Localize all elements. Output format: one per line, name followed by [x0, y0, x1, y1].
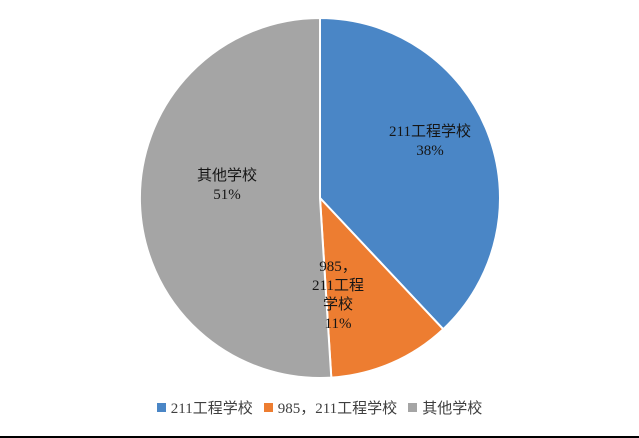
legend-item-0: 211工程学校 [156, 397, 253, 418]
legend-swatch-icon [408, 403, 418, 412]
legend-item-1: 985，211工程学校 [263, 397, 398, 418]
legend-swatch-icon [156, 403, 166, 412]
pie-slice-2 [139, 17, 333, 379]
page-border-bottom [0, 436, 639, 438]
pie-slice-1 [319, 197, 445, 379]
pie-slice-0 [319, 17, 501, 331]
chart-legend: 211工程学校 985，211工程学校 其他学校 [0, 397, 639, 418]
legend-label: 211工程学校 [170, 401, 253, 417]
legend-label: 985，211工程学校 [277, 401, 398, 417]
legend-swatch-icon [263, 403, 273, 412]
legend-label: 其他学校 [422, 401, 483, 417]
legend-item-2: 其他学校 [408, 397, 482, 418]
